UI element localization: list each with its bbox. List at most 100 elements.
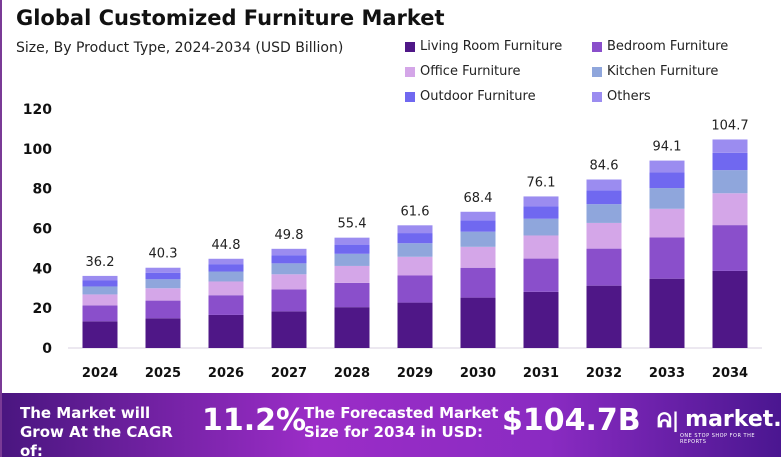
legend-label: Others bbox=[607, 89, 651, 104]
bar-segment bbox=[649, 188, 685, 209]
bar-segment bbox=[397, 256, 433, 276]
legend-item: Office Furniture bbox=[405, 64, 520, 79]
bar-segment bbox=[649, 278, 685, 348]
bar-segment bbox=[145, 267, 181, 273]
bar-segment bbox=[649, 237, 685, 279]
bar-segment bbox=[145, 288, 181, 301]
forecast-label: The Forecasted Market Size for 2034 in U… bbox=[304, 404, 499, 441]
bar-segment bbox=[460, 231, 496, 247]
bar-segment bbox=[523, 291, 559, 348]
total-label: 40.3 bbox=[149, 247, 178, 262]
legend-swatch bbox=[592, 66, 602, 77]
bar-segment bbox=[208, 258, 244, 265]
x-tick-label: 2028 bbox=[334, 366, 370, 381]
bar-segment bbox=[82, 305, 118, 322]
bar-segment bbox=[712, 152, 748, 171]
bar-segment bbox=[397, 225, 433, 234]
bar-segment bbox=[82, 275, 118, 281]
forecast-value: $104.7B bbox=[502, 403, 641, 438]
x-tick-label: 2030 bbox=[460, 366, 496, 381]
legend-swatch bbox=[592, 41, 602, 52]
bar-segment bbox=[523, 218, 559, 236]
bar-segment bbox=[271, 289, 307, 312]
bar-segment bbox=[523, 235, 559, 259]
bar-segment bbox=[208, 271, 244, 282]
bar-segment bbox=[82, 321, 118, 348]
bar-segment bbox=[271, 248, 307, 256]
legend-item: Bedroom Furniture bbox=[592, 39, 728, 54]
x-tick-label: 2031 bbox=[523, 366, 559, 381]
bar-segment bbox=[208, 281, 244, 296]
bar-segment bbox=[523, 196, 559, 207]
bar-segment bbox=[334, 282, 370, 308]
bar-segment bbox=[82, 280, 118, 287]
bar-segment bbox=[334, 253, 370, 266]
bar-segment bbox=[712, 193, 748, 226]
market-us-logo-icon: ᕱ| bbox=[657, 407, 680, 432]
bar-segment bbox=[334, 244, 370, 254]
y-tick-label: 120 bbox=[23, 102, 52, 118]
x-tick-label: 2032 bbox=[586, 366, 622, 381]
legend-item: Outdoor Furniture bbox=[405, 89, 536, 104]
bar-segment bbox=[397, 233, 433, 244]
chart-title: Global Customized Furniture Market bbox=[16, 6, 445, 30]
total-label: 36.2 bbox=[86, 255, 115, 270]
bar-segment bbox=[334, 307, 370, 348]
total-label: 76.1 bbox=[527, 175, 556, 190]
legend-label: Outdoor Furniture bbox=[420, 89, 536, 104]
y-tick-label: 100 bbox=[23, 142, 52, 158]
bar-segment bbox=[271, 274, 307, 290]
x-tick-label: 2033 bbox=[649, 366, 685, 381]
bar-segment bbox=[460, 297, 496, 348]
bar-segment bbox=[145, 318, 181, 348]
bar-segment bbox=[586, 222, 622, 249]
chart-subtitle: Size, By Product Type, 2024-2034 (USD Bi… bbox=[16, 40, 344, 56]
x-tick-label: 2034 bbox=[712, 366, 748, 381]
total-label: 94.1 bbox=[653, 140, 682, 155]
total-label: 55.4 bbox=[338, 217, 367, 232]
bar-segment bbox=[586, 179, 622, 191]
bar-segment bbox=[712, 225, 748, 271]
legend-label: Office Furniture bbox=[420, 64, 521, 79]
bar-segment bbox=[271, 263, 307, 275]
x-tick-label: 2029 bbox=[397, 366, 433, 381]
bar-segment bbox=[712, 270, 748, 348]
summary-banner: The Market will Grow At the CAGR of: 11.… bbox=[2, 393, 781, 457]
bar-segment bbox=[334, 265, 370, 283]
bar-segment bbox=[649, 160, 685, 173]
bar-segment bbox=[208, 314, 244, 348]
legend-swatch bbox=[405, 41, 415, 52]
chart-plot: 0 20 40 60 80 100 120 36.2 2024 40.3 2025 44.8 2026 4… bbox=[23, 102, 762, 381]
total-label: 104.7 bbox=[711, 118, 748, 133]
total-label: 44.8 bbox=[212, 238, 241, 253]
bar-segment bbox=[712, 139, 748, 153]
x-tick-label: 2027 bbox=[271, 366, 307, 381]
legend-label: Living Room Furniture bbox=[420, 39, 563, 54]
bar-segment bbox=[397, 275, 433, 303]
legend-label: Bedroom Furniture bbox=[607, 39, 729, 54]
bar-segment bbox=[523, 258, 559, 292]
bar-segment bbox=[82, 286, 118, 295]
total-label: 84.6 bbox=[590, 159, 619, 174]
bar-segment bbox=[145, 272, 181, 280]
brand-tagline: ONE STOP SHOP FOR THE REPORTS bbox=[680, 433, 756, 445]
x-tick-label: 2026 bbox=[208, 366, 244, 381]
legend-label: Kitchen Furniture bbox=[607, 64, 719, 79]
cagr-label: The Market will Grow At the CAGR of: bbox=[20, 404, 173, 457]
bar-segment bbox=[649, 208, 685, 238]
bar-segment bbox=[586, 248, 622, 286]
legend-item: Living Room Furniture bbox=[405, 39, 562, 54]
bar-segment bbox=[460, 267, 496, 298]
bar-segment bbox=[586, 190, 622, 205]
total-label: 61.6 bbox=[401, 204, 430, 219]
x-tick-label: 2025 bbox=[145, 366, 181, 381]
x-tick-label: 2024 bbox=[82, 366, 118, 381]
cagr-value: 11.2% bbox=[202, 403, 307, 438]
bar-segment bbox=[145, 279, 181, 289]
bar-segment bbox=[397, 243, 433, 257]
bar-segment bbox=[208, 295, 244, 315]
legend-item: Others bbox=[592, 89, 651, 104]
total-label: 68.4 bbox=[464, 191, 493, 206]
y-tick-label: 60 bbox=[33, 222, 53, 238]
